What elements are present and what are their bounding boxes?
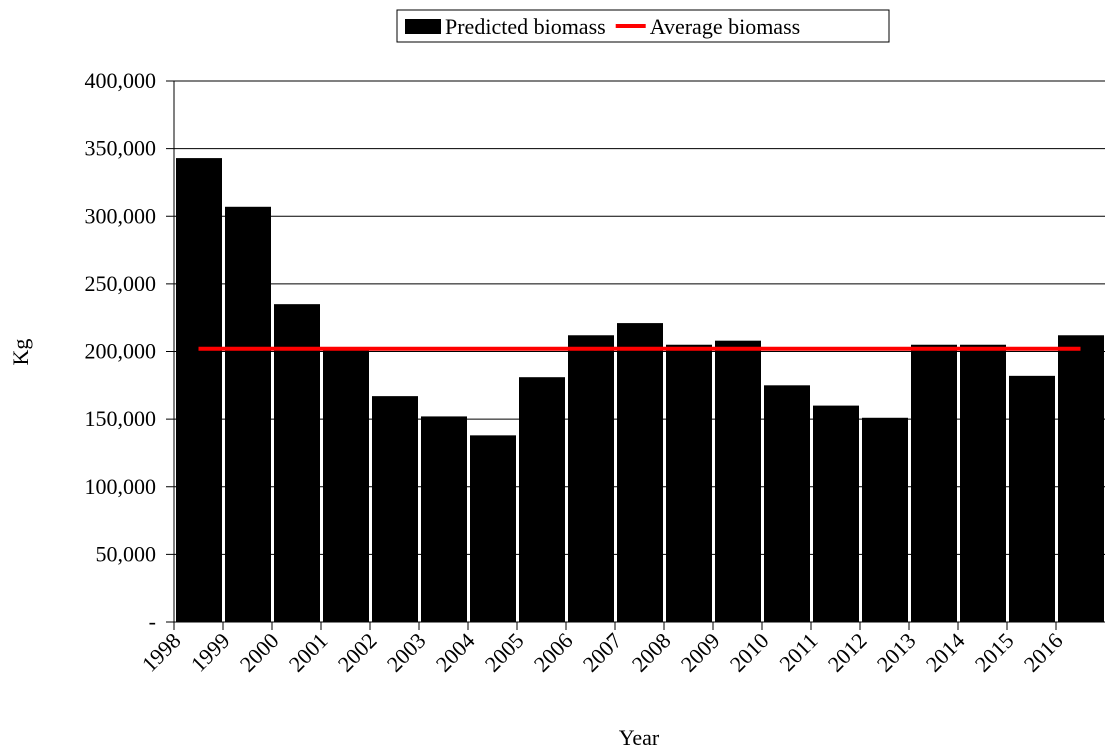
- y-axis-title: Kg: [8, 339, 33, 366]
- y-tick-label: 50,000: [96, 541, 157, 566]
- bar: [519, 377, 565, 622]
- bar: [225, 206, 271, 622]
- x-tick-label: 2001: [284, 628, 333, 677]
- x-tick-label: 1999: [186, 628, 235, 677]
- bar: [421, 416, 467, 622]
- x-tick-label: 2013: [872, 628, 921, 677]
- bar: [568, 335, 614, 622]
- x-tick-label: 2002: [333, 628, 382, 677]
- bar: [176, 158, 222, 622]
- legend-label: Average biomass: [650, 14, 801, 39]
- bar: [323, 348, 369, 622]
- bar: [666, 344, 712, 622]
- x-tick-label: 2006: [529, 628, 578, 677]
- y-tick-label: 400,000: [85, 68, 157, 93]
- x-tick-label: 2008: [627, 628, 676, 677]
- x-tick-label: 2016: [1019, 628, 1068, 677]
- y-tick-label: 150,000: [85, 406, 157, 431]
- bar: [813, 405, 859, 622]
- bar: [372, 396, 418, 622]
- x-tick-label: 1998: [137, 628, 186, 677]
- bar: [274, 304, 320, 622]
- x-tick-label: 2015: [970, 628, 1019, 677]
- y-tick-label: 350,000: [85, 136, 157, 161]
- x-tick-label: 2007: [578, 628, 627, 677]
- bar: [960, 344, 1006, 622]
- bar: [1009, 375, 1055, 622]
- x-tick-label: 2004: [431, 628, 480, 677]
- x-tick-label: 2003: [382, 628, 431, 677]
- y-tick-label: 100,000: [85, 474, 157, 499]
- bar: [862, 417, 908, 622]
- x-tick-label: 2014: [921, 628, 970, 677]
- bar: [617, 323, 663, 622]
- x-axis-title: Year: [619, 725, 660, 750]
- y-tick-label: -: [149, 609, 156, 634]
- y-tick-label: 250,000: [85, 271, 157, 296]
- bar: [1058, 335, 1104, 622]
- legend-label: Predicted biomass: [445, 14, 606, 39]
- bar: [715, 340, 761, 622]
- x-tick-label: 2000: [235, 628, 284, 677]
- x-tick-label: 2009: [676, 628, 725, 677]
- bar: [911, 344, 957, 622]
- legend-swatch: [405, 19, 441, 34]
- y-tick-label: 200,000: [85, 339, 157, 364]
- x-tick-label: 2010: [725, 628, 774, 677]
- bar: [764, 385, 810, 622]
- y-tick-label: 300,000: [85, 203, 157, 228]
- x-tick-label: 2012: [823, 628, 872, 677]
- x-tick-label: 2011: [774, 628, 822, 676]
- bar: [470, 435, 516, 622]
- x-tick-label: 2005: [480, 628, 529, 677]
